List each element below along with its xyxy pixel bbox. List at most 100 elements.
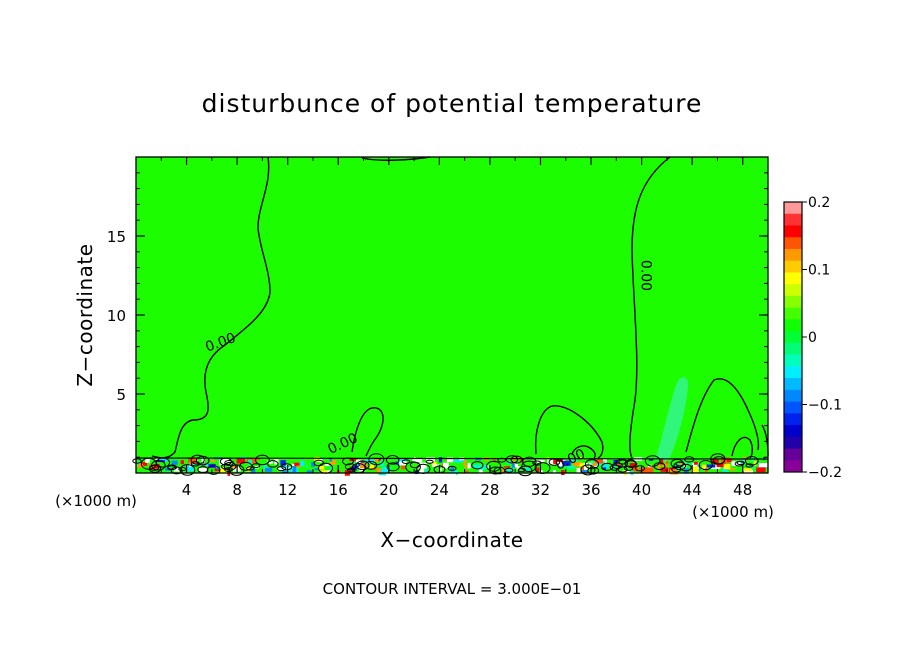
colorbar-swatch <box>784 248 802 262</box>
surface-cell <box>513 463 519 468</box>
x-tick-label: 48 <box>733 481 752 499</box>
surface-cell <box>180 460 184 465</box>
x-tick-label: 8 <box>232 481 242 499</box>
surface-contour <box>522 456 537 467</box>
surface-contour <box>612 462 623 470</box>
surface-contour <box>267 460 279 468</box>
surface-cell <box>251 468 256 474</box>
surface-cell <box>246 466 251 472</box>
surface-cell <box>504 466 511 469</box>
colorbar-swatch <box>784 260 802 273</box>
surface-cell <box>214 468 224 472</box>
surface-contour <box>580 464 596 476</box>
x-tick-label: 32 <box>531 481 550 499</box>
surface-contour <box>623 465 634 471</box>
surface-contour <box>281 463 293 471</box>
x-tick-label: 44 <box>683 481 702 499</box>
surface-cell <box>438 468 443 471</box>
surface-cell <box>314 457 320 462</box>
x-axis-unit-right: (×1000 m) <box>692 503 774 521</box>
surface-cell <box>450 465 454 472</box>
colorbar-swatch <box>784 319 802 332</box>
contour-zero-right <box>629 156 671 459</box>
surface-cell <box>683 462 687 469</box>
surface-contour <box>368 453 385 466</box>
surface-cell <box>573 461 583 467</box>
surface-cell <box>277 467 285 471</box>
x-tick-label: 20 <box>379 481 398 499</box>
x-axis: 4 8 12 16 20 24 28 32 36 40 44 48 <box>160 157 752 499</box>
surface-cell <box>265 467 273 472</box>
colorbar-swatch <box>784 378 802 391</box>
surface-cell <box>662 463 669 467</box>
surface-cell <box>293 462 300 466</box>
surface-cell <box>583 465 588 471</box>
surface-cell <box>329 457 332 462</box>
y-tick-label: 10 <box>107 307 126 325</box>
surface-cell <box>431 462 437 465</box>
surface-cell <box>721 457 730 464</box>
surface-cell <box>280 465 290 472</box>
surface-contour <box>510 455 523 464</box>
colorbar-swatch <box>784 284 802 297</box>
contour-zero-left <box>151 156 271 459</box>
surface-cell <box>756 467 766 473</box>
x-tick-label: 16 <box>329 481 348 499</box>
surface-cell <box>330 465 334 471</box>
contour-bump-33 <box>534 405 604 459</box>
surface-cell <box>576 467 581 474</box>
surface-cell <box>706 464 716 468</box>
surface-contour <box>346 467 356 473</box>
colorbar-swatch <box>784 342 802 356</box>
surface-cell <box>317 465 325 470</box>
surface-cell <box>438 457 443 463</box>
surface-cell <box>560 464 565 468</box>
surface-cell <box>685 459 688 465</box>
surface-cell <box>280 460 286 466</box>
surface-cell <box>644 467 654 474</box>
surface-contour <box>190 454 205 465</box>
surface-cell <box>506 467 514 474</box>
y-tick-label: 15 <box>107 228 126 246</box>
surface-cell <box>753 460 757 466</box>
surface-cell <box>149 464 158 470</box>
surface-cell <box>666 460 669 465</box>
surface-cell <box>602 464 609 469</box>
colorbar-swatch <box>784 202 802 215</box>
surface-cell <box>657 464 661 470</box>
colorbar-swatch <box>784 366 802 379</box>
surface-cell <box>516 466 520 470</box>
surface-cell <box>556 461 563 467</box>
colorbar-swatch <box>784 460 802 473</box>
surface-contour <box>206 465 221 475</box>
surface-cell <box>511 463 515 468</box>
surface-contour <box>190 461 201 467</box>
surface-cell <box>511 458 515 464</box>
surface-contour <box>364 460 378 470</box>
surface-cell <box>220 467 227 473</box>
surface-contour <box>344 463 357 471</box>
x-axis-label: X−coordinate <box>380 528 523 552</box>
surface-contour <box>425 459 434 464</box>
surface-cell <box>478 469 483 474</box>
surface-contour <box>671 466 682 473</box>
surface-cell <box>291 463 295 467</box>
surface-cell <box>579 463 588 467</box>
surface-cell <box>687 463 691 466</box>
surface-cell <box>711 458 719 464</box>
surface-cell <box>467 462 471 469</box>
surface-cell <box>449 469 457 474</box>
x-tick-label: 36 <box>581 481 600 499</box>
surface-cell <box>723 464 731 470</box>
surface-cell <box>188 457 198 464</box>
contour-label: 0.00 <box>638 260 654 291</box>
surface-cell <box>629 463 638 469</box>
surface-cell <box>418 462 427 469</box>
surface-contour <box>355 460 370 471</box>
surface-contour <box>239 461 253 471</box>
surface-contour <box>505 455 519 464</box>
colorbar-tick-label: 0.1 <box>808 263 830 279</box>
surface-cell <box>722 467 728 472</box>
surface-contour <box>644 455 661 467</box>
surface-cell <box>701 464 709 470</box>
